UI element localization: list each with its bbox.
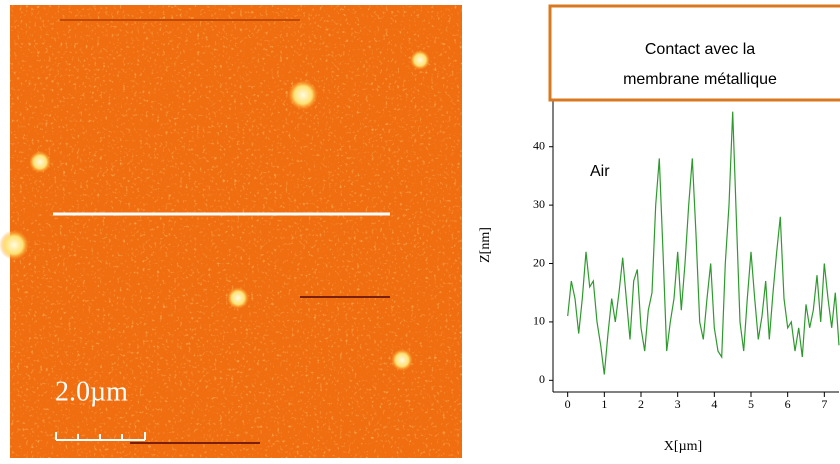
box-text: membrane métallique — [623, 71, 777, 88]
label-box — [548, 4, 840, 102]
y-tick-label: 20 — [533, 255, 545, 269]
x-tick-label: 6 — [785, 397, 791, 411]
box-text: Contact avec la — [645, 41, 755, 58]
y-tick-label: 40 — [533, 138, 545, 152]
y-tick-label: 10 — [533, 314, 545, 328]
annotation: Air — [590, 163, 610, 180]
x-tick-label: 0 — [565, 397, 571, 411]
x-tick-label: 3 — [675, 397, 681, 411]
x-tick-label: 4 — [711, 397, 717, 411]
profile-curve — [567, 111, 840, 375]
particle — [391, 349, 413, 371]
x-tick-label: 7 — [821, 397, 827, 411]
particle — [410, 50, 430, 70]
scale-bar — [55, 432, 146, 441]
y-axis-label: Z[nm] — [478, 227, 493, 263]
particle — [29, 151, 51, 173]
afm-image: 2.0µm — [0, 5, 462, 458]
y-tick-label: 0 — [539, 372, 545, 386]
x-tick-label: 2 — [638, 397, 644, 411]
profile-chart: Z[nm] X[µm] Air 0 10 20 30 40 0 1 2 3 4 5 6 7 — [478, 100, 840, 454]
particle — [227, 287, 249, 309]
y-tick-label: 30 — [533, 197, 545, 211]
x-tick-label: 5 — [748, 397, 754, 411]
particle — [288, 80, 318, 110]
x-tick-label: 1 — [601, 397, 607, 411]
x-axis-label: X[µm] — [664, 439, 702, 454]
afm-texture — [10, 5, 462, 458]
particle — [0, 230, 29, 260]
scale-bar-label: 2.0µm — [55, 376, 128, 407]
